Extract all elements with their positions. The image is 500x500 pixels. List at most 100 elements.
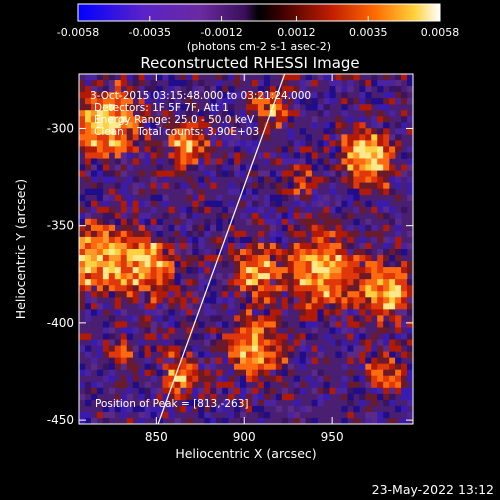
heatmap-cell — [377, 345, 384, 352]
heatmap-cell — [263, 218, 271, 226]
heatmap-cell — [120, 363, 128, 370]
heatmap-cell — [126, 164, 133, 171]
heatmap-cell — [317, 273, 324, 280]
heatmap-cell — [150, 291, 157, 298]
heatmap-cell — [84, 273, 92, 280]
heatmap-cell — [144, 321, 151, 328]
heatmap-cell — [299, 92, 306, 99]
heatmap-cell — [365, 80, 372, 87]
heatmap-cell — [323, 333, 330, 340]
y-tick-label: -450 — [47, 413, 74, 427]
heatmap-cell — [216, 116, 223, 123]
heatmap-cell — [311, 285, 318, 292]
heatmap-cell — [401, 393, 408, 401]
heatmap-cell — [216, 345, 223, 352]
heatmap-cell — [263, 393, 271, 401]
heatmap-cell — [246, 285, 253, 292]
heatmap-cell — [120, 345, 128, 352]
heatmap-cell — [150, 170, 157, 177]
heatmap-cell — [353, 351, 360, 358]
heatmap-cell — [168, 116, 175, 123]
heatmap-cell — [329, 249, 336, 256]
heatmap-cell — [174, 230, 181, 238]
heatmap-cell — [216, 164, 223, 171]
heatmap-cell — [192, 86, 199, 93]
heatmap-cell — [323, 230, 330, 238]
heatmap-cell — [389, 218, 396, 226]
heatmap-cell — [234, 273, 241, 280]
heatmap-cell — [198, 375, 205, 383]
heatmap-cell — [144, 140, 151, 147]
heatmap-cell — [383, 134, 390, 141]
heatmap-cell — [311, 369, 318, 377]
heatmap-cell — [114, 249, 122, 256]
heatmap-cell — [299, 285, 306, 292]
heatmap-cell — [389, 393, 396, 401]
heatmap-cell — [311, 218, 318, 226]
heatmap-cell — [204, 303, 211, 310]
heatmap-cell — [299, 110, 306, 117]
heatmap-cell — [108, 146, 116, 153]
heatmap-cell — [335, 122, 342, 129]
heatmap-cell — [138, 321, 145, 328]
heatmap-cell — [180, 152, 187, 159]
heatmap-cell — [210, 200, 217, 208]
heatmap-cell — [84, 146, 92, 153]
heatmap-cell — [401, 206, 408, 214]
heatmap-cell — [311, 230, 318, 238]
heatmap-cell — [407, 152, 413, 159]
heatmap-cell — [96, 255, 104, 262]
heatmap-cell — [263, 74, 271, 81]
heatmap-cell — [275, 375, 283, 383]
heatmap-cell — [347, 146, 354, 153]
heatmap-cell — [383, 327, 390, 334]
heatmap-cell — [84, 267, 92, 274]
heatmap-cell — [371, 164, 378, 171]
heatmap-cell — [79, 411, 86, 419]
heatmap-cell — [210, 236, 217, 244]
heatmap-cell — [108, 140, 116, 147]
heatmap-cell — [162, 92, 169, 99]
heatmap-cell — [257, 321, 265, 328]
heatmap-cell — [186, 140, 193, 147]
heatmap-cell — [293, 224, 300, 232]
heatmap-cell — [365, 104, 372, 111]
heatmap-cell — [299, 405, 306, 413]
heatmap-cell — [269, 230, 277, 238]
heatmap-cell — [263, 381, 271, 389]
heatmap-cell — [90, 164, 98, 171]
heatmap-cell — [234, 327, 241, 334]
heatmap-cell — [204, 176, 211, 183]
heatmap-cell — [371, 279, 378, 286]
heatmap-cell — [281, 80, 289, 87]
heatmap-cell — [353, 218, 360, 226]
heatmap-cell — [275, 206, 283, 214]
heatmap-cell — [359, 297, 366, 304]
heatmap-cell — [323, 267, 330, 274]
heatmap-cell — [96, 80, 104, 87]
heatmap-cell — [132, 279, 139, 286]
heatmap-cell — [383, 116, 390, 123]
heatmap-cell — [210, 387, 217, 395]
heatmap-cell — [335, 140, 342, 147]
heatmap-cell — [269, 327, 277, 334]
heatmap-cell — [383, 297, 390, 304]
heatmap-cell — [84, 92, 92, 99]
heatmap-cell — [114, 164, 122, 171]
heatmap-cell — [90, 309, 98, 316]
heatmap-cell — [275, 339, 283, 346]
heatmap-cell — [192, 182, 199, 189]
heatmap-cell — [371, 261, 378, 268]
heatmap-cell — [365, 303, 372, 310]
heatmap-cell — [132, 369, 139, 377]
heatmap-cell — [341, 146, 348, 153]
heatmap-cell — [305, 134, 312, 141]
heatmap-cell — [341, 230, 348, 238]
heatmap-cell — [120, 267, 128, 274]
heatmap-cell — [138, 188, 145, 195]
heatmap-cell — [287, 297, 295, 304]
heatmap-cell — [323, 242, 330, 250]
heatmap-cell — [150, 279, 157, 286]
colorbar-tick-label: -0.0012 — [200, 26, 242, 39]
heatmap-cell — [341, 212, 348, 220]
